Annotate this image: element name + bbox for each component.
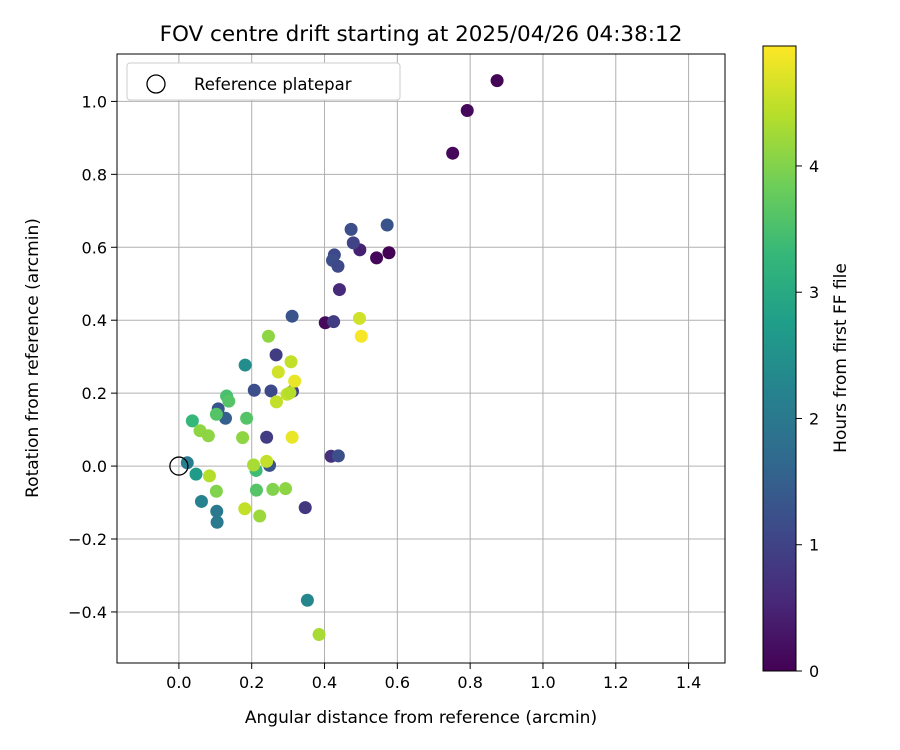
data-point — [312, 628, 326, 642]
data-point — [247, 458, 261, 472]
data-point — [238, 358, 252, 372]
data-point — [285, 430, 299, 444]
data-point — [261, 329, 275, 343]
legend-reference-label: Reference platepar — [194, 75, 352, 94]
data-point — [260, 454, 274, 468]
data-point — [283, 386, 297, 400]
data-point — [209, 484, 223, 498]
data-point — [185, 414, 199, 428]
data-point — [236, 431, 250, 445]
data-point — [332, 283, 346, 297]
colorbar-tick-label: 0 — [809, 662, 819, 681]
x-axis-label: Angular distance from reference (arcmin) — [245, 708, 597, 728]
data-point — [346, 236, 360, 250]
data-point — [380, 218, 394, 232]
data-point — [352, 311, 366, 325]
data-point — [298, 501, 312, 515]
x-tick-label: 0.2 — [239, 673, 264, 692]
data-point — [331, 449, 345, 463]
y-tick-label: 1.0 — [82, 92, 107, 111]
data-point — [201, 429, 215, 443]
data-point — [288, 374, 302, 388]
y-tick-label: 0.0 — [82, 457, 107, 476]
data-point — [354, 329, 368, 343]
data-point — [269, 395, 283, 409]
data-point — [382, 246, 396, 260]
data-point — [460, 104, 474, 118]
data-point — [279, 482, 293, 496]
data-point — [344, 222, 358, 236]
x-tick-label: 0.0 — [166, 673, 191, 692]
data-point — [300, 593, 314, 607]
y-tick-label: 0.2 — [82, 384, 107, 403]
colorbar-tick-label: 3 — [809, 283, 819, 302]
data-point — [446, 146, 460, 160]
x-tick-label: 0.4 — [312, 673, 337, 692]
data-point — [327, 315, 341, 329]
data-point — [271, 365, 285, 379]
data-point — [222, 394, 236, 408]
y-tick-label: −0.4 — [68, 603, 107, 622]
data-point — [202, 469, 216, 483]
data-point — [269, 348, 283, 362]
colorbar-label: Hours from first FF file — [831, 263, 851, 453]
data-point — [189, 467, 203, 481]
colorbar-tick-label: 4 — [809, 157, 819, 176]
data-point — [284, 355, 298, 369]
data-point — [194, 494, 208, 508]
x-tick-label: 1.0 — [530, 673, 555, 692]
x-tick-label: 1.2 — [603, 673, 628, 692]
y-axis-ticks: −0.4 −0.2 0.0 0.2 0.4 0.6 0.8 1.0 — [68, 92, 117, 622]
y-tick-label: 0.4 — [82, 311, 107, 330]
data-point — [370, 251, 384, 265]
data-point — [266, 482, 280, 496]
y-axis-label: Rotation from reference (arcmin) — [23, 218, 43, 498]
data-point — [209, 407, 223, 421]
plot-frame — [116, 53, 726, 664]
data-point — [331, 259, 345, 273]
data-point — [240, 411, 254, 425]
data-point — [264, 384, 278, 398]
data-point — [249, 483, 263, 497]
grid — [117, 54, 725, 663]
colorbar-tick-label: 2 — [809, 409, 819, 428]
colorbar-tick-label: 1 — [809, 536, 819, 555]
reference-platepar-marker — [169, 456, 189, 476]
y-tick-label: 0.8 — [82, 165, 107, 184]
x-tick-label: 0.6 — [385, 673, 410, 692]
x-tick-label: 0.8 — [457, 673, 482, 692]
x-axis-ticks: 0.0 0.2 0.4 0.6 0.8 1.0 1.2 1.4 — [166, 663, 701, 692]
legend: Reference platepar — [126, 62, 401, 101]
y-tick-label: −0.2 — [68, 530, 107, 549]
data-point — [260, 430, 274, 444]
chart-title: FOV centre drift starting at 2025/04/26 … — [160, 22, 683, 47]
colorbar-gradient — [762, 45, 797, 672]
data-point — [285, 309, 299, 323]
legend-box — [126, 62, 401, 101]
data-point — [490, 74, 504, 88]
x-tick-label: 1.4 — [676, 673, 701, 692]
data-point — [238, 502, 252, 516]
data-point — [247, 383, 261, 397]
colorbar-ticks: 0 1 2 3 4 — [796, 157, 819, 681]
colorbar: 0 1 2 3 4 Hours from first FF file — [762, 45, 851, 681]
data-point — [210, 504, 224, 518]
y-tick-label: 0.6 — [82, 238, 107, 257]
data-point — [253, 509, 267, 523]
data-point — [210, 515, 224, 529]
legend-reference-marker — [146, 74, 166, 94]
data-points — [180, 74, 504, 642]
